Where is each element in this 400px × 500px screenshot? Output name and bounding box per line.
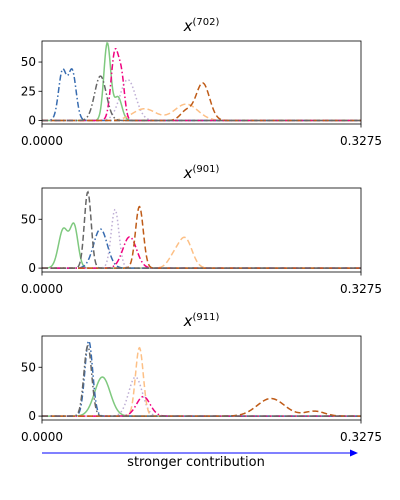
x-tick-label: 0.0000 [21,282,63,296]
series-line-4 [42,228,361,269]
y-tick-label: 0 [28,261,36,275]
series-line-2 [42,376,361,417]
x-tick-label: 0.0000 [21,134,63,148]
y-tick-label: 0 [28,409,36,423]
series-line-5 [42,236,361,269]
series-line-3 [42,236,361,269]
chart-panel-1: 0 25 50 0.0000 0.3275 x(702) [21,17,382,148]
title-superscript: (911) [193,312,220,323]
panel-title: x(702) [183,17,220,35]
panel-title: x(901) [183,164,220,182]
y-tick-label: 50 [21,55,36,69]
series-line-1 [42,222,361,269]
axes-frame [41,335,362,421]
chart-panel-3: 0 50 0.0000 0.3275 x(911) [21,312,382,444]
x-tick-label: 0.3275 [340,430,382,444]
chart-panel-2: 0 50 0.0000 0.3275 x(901) [21,164,382,296]
title-base: x [183,312,193,330]
series-line-7 [42,344,361,417]
series-group [42,190,361,269]
series-line-6 [42,397,361,417]
title-base: x [183,164,193,182]
x-tick-label: 0.3275 [340,134,382,148]
series-group [42,339,361,417]
title-superscript: (901) [193,164,220,175]
series-line-7 [42,75,361,122]
series-line-6 [42,205,361,269]
series-line-2 [42,208,361,269]
y-tick-label: 50 [21,360,36,374]
series-group [42,41,361,122]
x-tick-label: 0.3275 [340,282,382,296]
series-line-1 [42,41,361,122]
y-tick-label: 0 [28,113,36,127]
y-tick-label: 25 [21,84,36,98]
arrow-label: stronger contribution [127,455,265,470]
title-superscript: (702) [193,17,220,28]
title-base: x [183,17,193,35]
series-line-7 [42,190,361,269]
contribution-arrow: stronger contribution [42,449,358,470]
series-line-2 [42,78,361,122]
axes-frame [41,40,362,125]
arrow-head [350,449,358,457]
series-line-1 [42,376,361,417]
series-line-6 [42,82,361,122]
x-tick-label: 0.0000 [21,430,63,444]
y-tick-label: 50 [21,212,36,226]
axes-frame [41,187,362,273]
panel-title: x(911) [183,312,220,330]
